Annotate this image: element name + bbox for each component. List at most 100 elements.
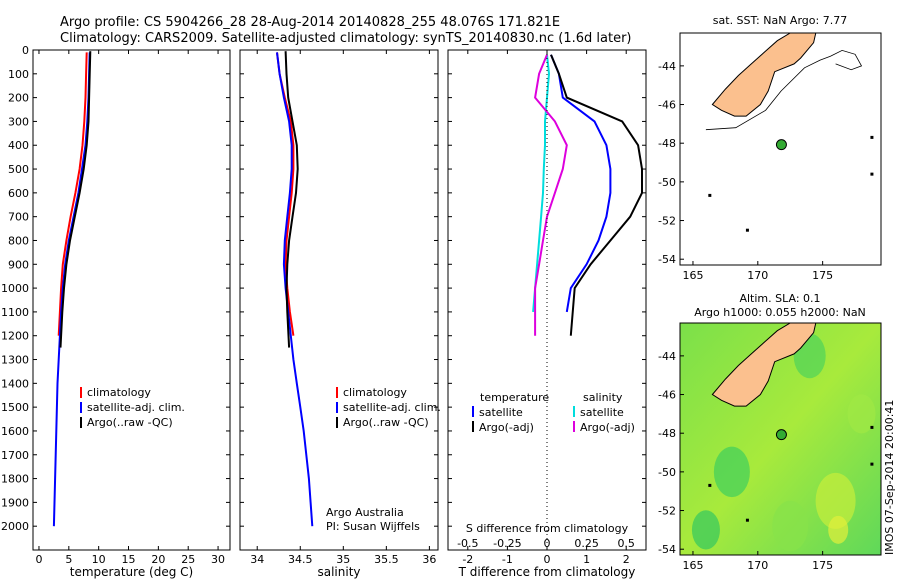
x-axis-label: T difference from climatology <box>458 565 636 579</box>
y-tick-label: 1400 <box>1 377 29 390</box>
x-tick-label: 30 <box>211 553 225 566</box>
x-tick-label: 0 <box>35 553 42 566</box>
sla-patch <box>691 510 720 550</box>
profile-panels: 0 5 10 15 20 25 300100200300400500600700800900… <box>1 44 647 579</box>
panel-temperature: 0 5 10 15 20 25 300100200300400500600700800900… <box>1 44 231 579</box>
y-tick-label: -44 <box>658 60 676 73</box>
x-tick-label: 35 <box>336 553 350 566</box>
y-tick-label: 1100 <box>1 306 29 319</box>
y-tick-label: 300 <box>8 115 29 128</box>
series-line-2 <box>532 54 551 312</box>
y-tick-label: 400 <box>8 139 29 152</box>
s-tick-label: 0.5 <box>617 537 635 550</box>
y-tick-label: -54 <box>658 253 676 266</box>
s-axis-label: S difference from climatology <box>466 522 629 535</box>
s-tick-label: 0 <box>544 537 551 550</box>
small-island <box>870 135 874 139</box>
legend-label: Argo(-adj) <box>479 421 534 434</box>
x-tick-label: 10 <box>92 553 106 566</box>
legend-label: Argo(-adj) <box>580 421 635 434</box>
land-south-island <box>711 33 817 117</box>
panel-sst-map: 165 170 175 -44 -46 -48 -50 -52 -54 <box>658 32 882 282</box>
y-tick-label: 1500 <box>1 401 29 414</box>
y-tick-label: 0 <box>22 44 29 57</box>
y-tick-label: 1700 <box>1 449 29 462</box>
y-tick-label: 1200 <box>1 330 29 343</box>
panel-salinity: 34 34.5 35 35.5 36 salinity climatology satelli… <box>239 49 441 579</box>
x-tick-label: 175 <box>812 559 833 572</box>
sla-patch <box>828 515 849 544</box>
sla-patch <box>847 394 876 434</box>
x-tick-label: 35.5 <box>374 553 399 566</box>
x-axis-label: salinity <box>317 565 360 579</box>
sla-patch <box>713 446 750 498</box>
argo-position-marker <box>775 429 787 441</box>
land-south-island <box>711 323 817 407</box>
map-content <box>705 33 874 232</box>
legend-label: satellite <box>580 406 624 419</box>
x-tick-label: 175 <box>812 269 833 282</box>
x-tick-label: 165 <box>682 269 703 282</box>
small-island <box>708 483 712 487</box>
legend-title: temperature <box>480 391 549 404</box>
legend-label: Argo(..raw -QC) <box>87 416 173 429</box>
y-tick-label: 200 <box>8 92 29 105</box>
legend-label: climatology <box>343 386 407 399</box>
sla-patch <box>815 472 856 529</box>
x-tick-label: 5 <box>65 553 72 566</box>
series-line-2 <box>59 51 92 348</box>
x-tick-label: 20 <box>151 553 165 566</box>
sla-patch <box>772 500 809 552</box>
x-tick-label: 170 <box>747 559 768 572</box>
y-tick-label: 1800 <box>1 473 29 486</box>
y-tick-label: -52 <box>658 505 676 518</box>
header-line-2: Climatology: CARS2009. Satellite-adjuste… <box>60 31 632 46</box>
sst-map-title: sat. SST: NaN Argo: 7.77 <box>713 14 847 27</box>
y-tick-label: 900 <box>8 258 29 271</box>
y-tick-label: -54 <box>658 543 676 556</box>
panel-annotation: Argo Australia <box>326 506 404 519</box>
sla-map-title-2: Argo h1000: 0.055 h2000: NaN <box>694 306 866 319</box>
y-tick-label: -46 <box>658 389 676 402</box>
y-tick-label: 1300 <box>1 354 29 367</box>
legend-label: satellite <box>479 406 523 419</box>
series-line-0 <box>550 54 612 313</box>
depth-contour <box>705 49 863 131</box>
small-island <box>870 462 874 466</box>
s-tick-label: -0.5 <box>457 537 478 550</box>
map-content <box>691 323 876 552</box>
x-tick-label: 1 <box>583 553 590 566</box>
x-tick-label: 170 <box>747 269 768 282</box>
s-tick-label: 0.25 <box>574 537 599 550</box>
series-line-1 <box>52 52 91 527</box>
x-tick-label: 15 <box>122 553 136 566</box>
y-tick-label: 1000 <box>1 282 29 295</box>
x-tick-label: 36 <box>422 553 436 566</box>
y-tick-label: -48 <box>658 137 676 150</box>
panel-difference: -2 -1 0 1 2T difference from climatology -0.5… <box>447 49 647 579</box>
small-island <box>745 228 749 232</box>
y-tick-label: 600 <box>8 187 29 200</box>
series-line-0 <box>57 52 88 336</box>
x-tick-label: 0 <box>544 553 551 566</box>
panel-annotation: PI: Susan Wijffels <box>326 520 420 533</box>
y-tick-label: 1600 <box>1 425 29 438</box>
small-island <box>870 425 874 429</box>
x-tick-label: 165 <box>682 559 703 572</box>
y-tick-label: -50 <box>658 466 676 479</box>
y-tick-label: 100 <box>8 68 29 81</box>
map-frame <box>679 32 882 266</box>
x-axis-label: temperature (deg C) <box>70 565 193 579</box>
x-tick-label: 2 <box>623 553 630 566</box>
y-tick-label: -46 <box>658 99 676 112</box>
header-line-1: Argo profile: CS 5904266_28 28-Aug-2014 … <box>60 15 560 30</box>
y-tick-label: 1900 <box>1 496 29 509</box>
y-tick-label: -50 <box>658 176 676 189</box>
y-tick-label: -52 <box>658 215 676 228</box>
sla-map-title-1: Altim. SLA: 0.1 <box>739 292 820 305</box>
y-tick-label: 700 <box>8 211 29 224</box>
series-line-1 <box>550 54 643 336</box>
y-tick-label: 800 <box>8 234 29 247</box>
x-tick-label: 25 <box>181 553 195 566</box>
argo-position-marker <box>775 139 787 151</box>
